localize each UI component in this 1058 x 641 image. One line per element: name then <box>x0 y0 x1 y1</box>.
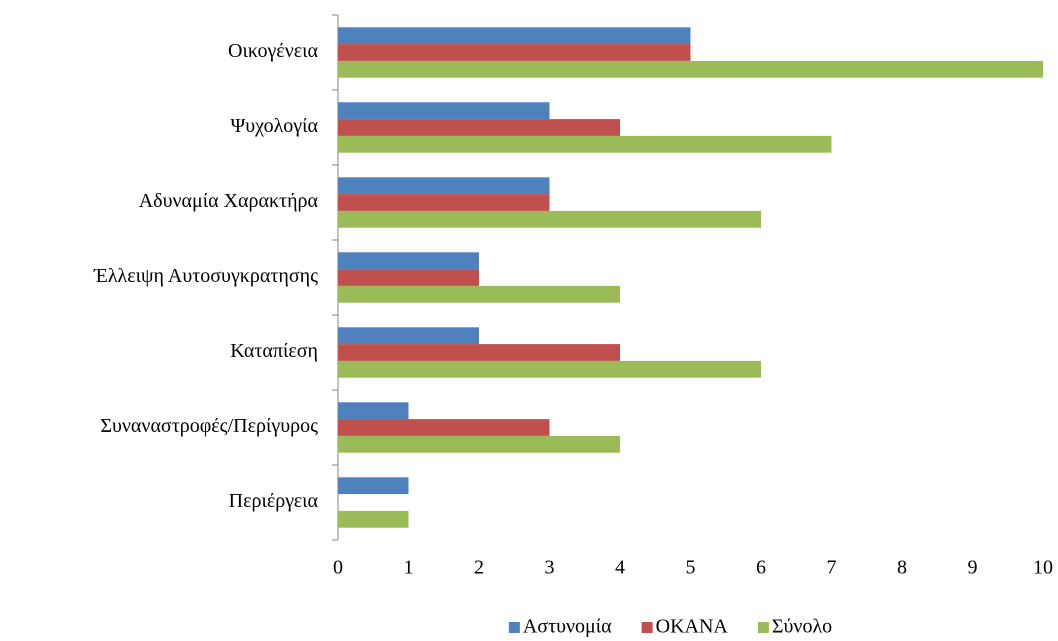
x-tick-label: 2 <box>474 557 484 579</box>
x-tick-label: 0 <box>333 557 343 579</box>
y-tick-label: Αδυναμία Χαρακτήρα <box>139 190 319 212</box>
bar <box>338 419 550 436</box>
x-tick-label: 3 <box>545 557 555 579</box>
bar <box>338 360 761 378</box>
bar <box>338 135 832 153</box>
x-tick-label: 8 <box>897 557 907 579</box>
bar <box>338 102 550 120</box>
bar <box>338 402 409 420</box>
legend-label: Σύνολο <box>772 616 832 638</box>
x-tick-label: 4 <box>615 557 625 579</box>
legend-label: ΟΚΑΝΑ <box>656 616 729 638</box>
bar <box>338 177 550 195</box>
bar <box>338 327 479 345</box>
bar <box>338 210 761 228</box>
legend-swatch <box>757 622 769 633</box>
bar <box>338 44 691 61</box>
y-tick-label: Καταπίεση <box>230 340 318 362</box>
bar <box>338 60 1043 78</box>
y-tick-label: Οικογένεια <box>228 40 319 62</box>
legend-label: Αστυνομία <box>523 616 612 638</box>
bar <box>338 27 691 45</box>
bar <box>338 510 409 528</box>
bar <box>338 435 620 453</box>
bar <box>338 269 479 286</box>
bar <box>338 194 550 211</box>
bar <box>338 477 409 495</box>
bar <box>338 252 479 270</box>
x-tick-label: 10 <box>1033 557 1053 579</box>
legend-swatch <box>641 622 653 633</box>
bar <box>338 344 620 361</box>
x-tick-label: 9 <box>968 557 978 579</box>
x-tick-label: 1 <box>404 557 414 579</box>
bar <box>338 119 620 136</box>
bar <box>338 285 620 303</box>
y-tick-label: Συναναστροφές/Περίγυρος <box>100 415 318 437</box>
y-tick-label: Έλλειψη Αυτοσυγκρατησης <box>93 265 318 287</box>
x-tick-label: 5 <box>686 557 696 579</box>
y-tick-label: Περιέργεια <box>229 490 319 512</box>
y-tick-label: Ψυχολογία <box>231 115 319 137</box>
legend-swatch <box>508 622 520 633</box>
x-tick-label: 6 <box>756 557 766 579</box>
x-tick-label: 7 <box>827 557 837 579</box>
